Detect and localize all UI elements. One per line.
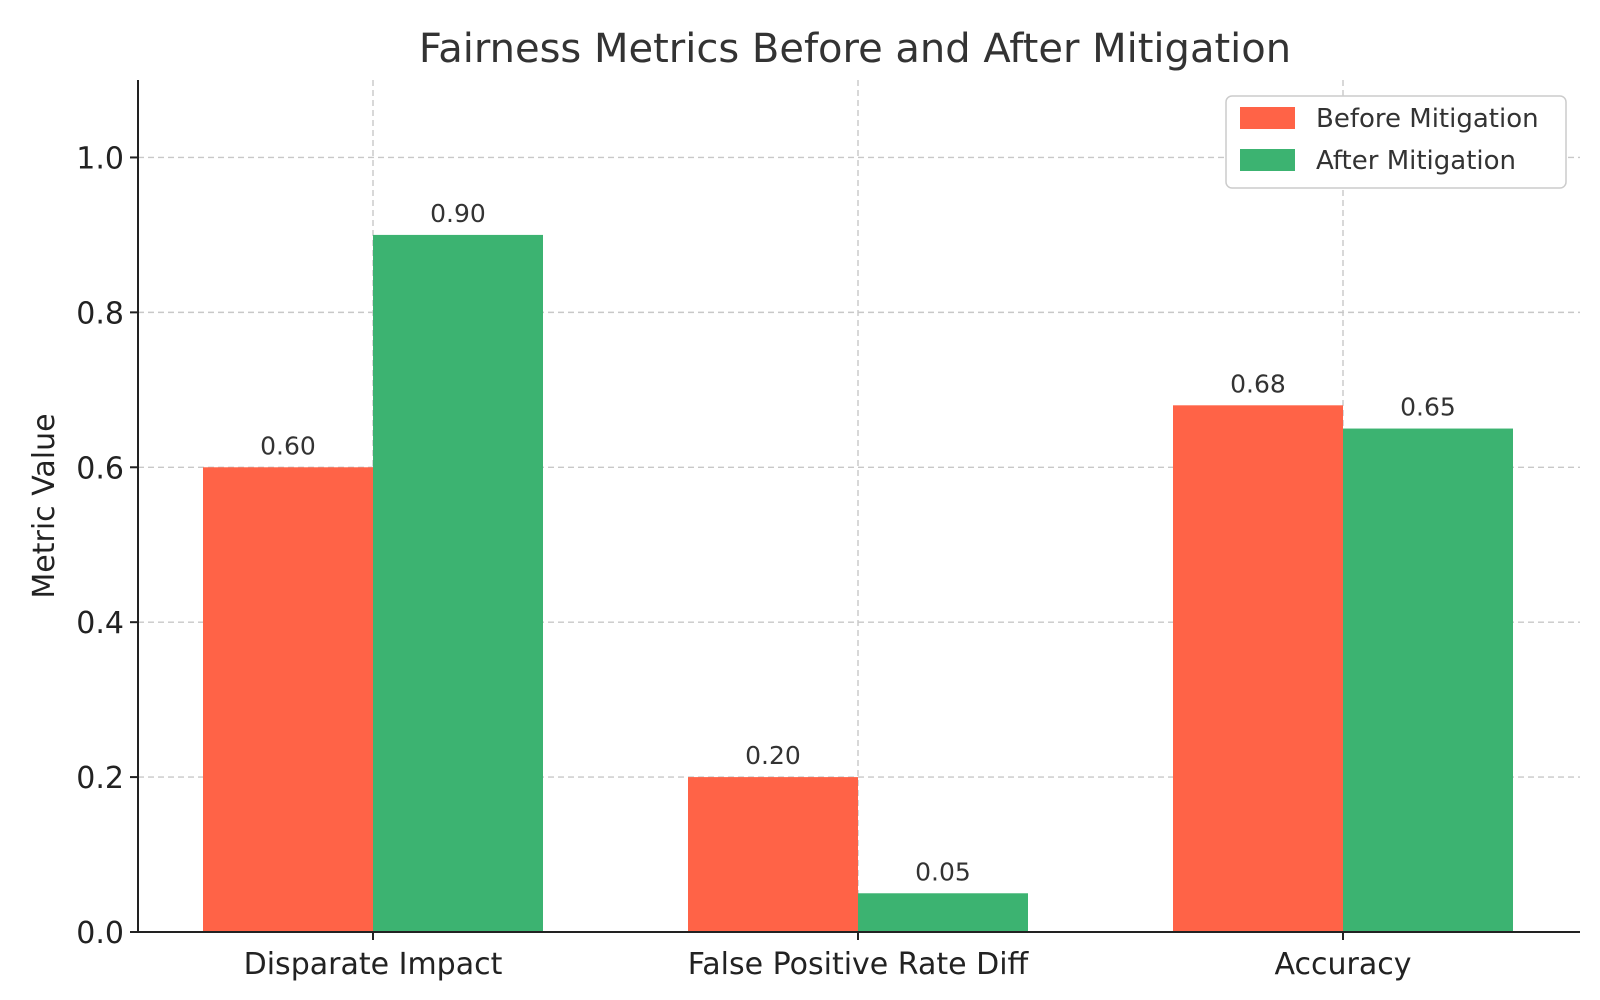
y-tick-label: 0.0 [76, 916, 124, 951]
bars [203, 234, 1513, 933]
bar [688, 777, 858, 932]
bar [373, 234, 543, 933]
bar-value-label: 0.20 [745, 741, 801, 770]
legend-label: After Mitigation [1316, 146, 1516, 176]
y-tick-label: 1.0 [76, 141, 124, 176]
bar [858, 893, 1028, 932]
legend-swatch [1240, 107, 1295, 129]
legend-swatch [1240, 149, 1295, 171]
bar-value-label: 0.05 [915, 857, 971, 886]
y-ticks: 0.0 0.2 0.4 0.6 0.8 1.0 [76, 141, 138, 951]
x-tick-label: Accuracy [1275, 947, 1412, 982]
x-tick-label: Disparate Impact [244, 947, 503, 982]
bar [203, 467, 373, 932]
y-tick-label: 0.2 [76, 761, 124, 796]
x-ticks: Disparate Impact False Positive Rate Diff… [244, 932, 1412, 982]
bar-value-label: 0.68 [1230, 369, 1286, 398]
bar [1173, 405, 1343, 932]
bar-value-label: 0.90 [430, 199, 486, 228]
y-axis-label: Metric Value [27, 413, 62, 598]
data-labels: 0.60 0.20 0.68 0.90 0.05 0.65 [260, 199, 1456, 886]
bar [1343, 428, 1513, 932]
chart-title: Fairness Metrics Before and After Mitiga… [419, 26, 1291, 72]
x-tick-label: False Positive Rate Diff [688, 947, 1030, 982]
bar-value-label: 0.65 [1400, 393, 1456, 422]
legend-label: Before Mitigation [1316, 104, 1539, 134]
legend: Before Mitigation After Mitigation [1225, 95, 1567, 189]
y-tick-label: 0.4 [76, 606, 124, 641]
bar-value-label: 0.60 [260, 431, 316, 460]
legend-box [1225, 95, 1567, 189]
y-tick-label: 0.6 [76, 451, 124, 486]
y-tick-label: 0.8 [76, 296, 124, 331]
